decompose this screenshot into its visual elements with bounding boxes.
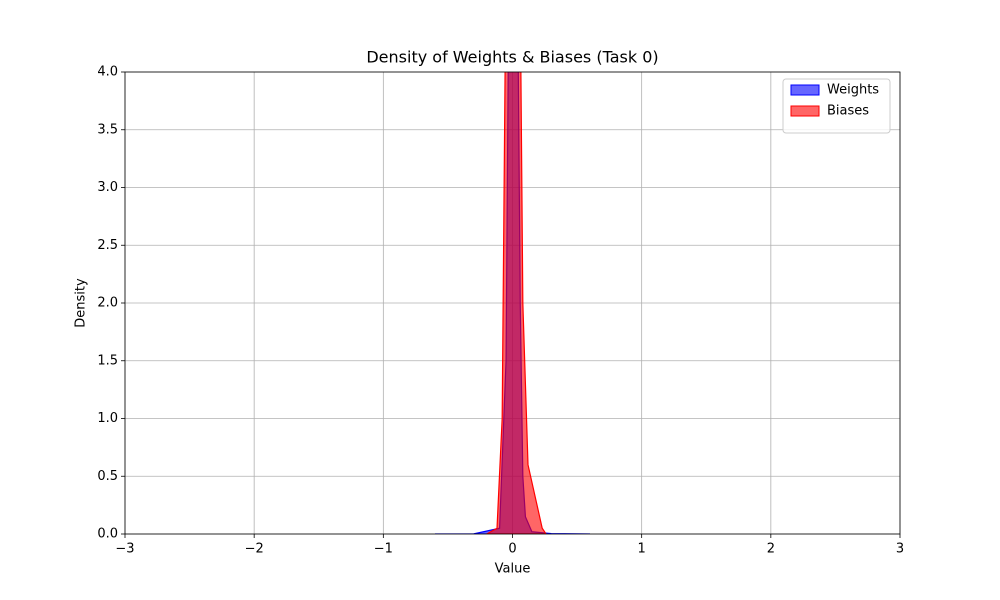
x-tick-label: −2 (245, 542, 264, 557)
y-tick-label: 1.5 (97, 353, 118, 368)
y-tick-label: 2.5 (97, 238, 118, 253)
x-axis-label: Value (495, 562, 531, 577)
y-axis-label: Density (74, 278, 89, 328)
y-tick-label: 4.0 (97, 65, 118, 80)
x-tick-label: −3 (115, 542, 134, 557)
density-area (485, 72, 547, 534)
plot-area (434, 72, 591, 534)
legend-label: Weights (827, 83, 879, 98)
x-tick-label: −1 (374, 542, 393, 557)
y-tick-label: 0.0 (97, 527, 118, 542)
legend-swatch (790, 105, 820, 117)
y-tick-label: 1.0 (97, 411, 118, 426)
x-tick-label: 0 (508, 542, 516, 557)
legend-swatch (790, 84, 820, 96)
y-tick-label: 3.0 (97, 180, 118, 195)
y-tick-label: 3.5 (97, 122, 118, 137)
y-tick-label: 2.0 (97, 296, 118, 311)
y-tick-label: 0.5 (97, 469, 118, 484)
x-tick-label: 2 (767, 542, 775, 557)
x-tick-label: 1 (638, 542, 646, 557)
legend: Weights Biases (782, 78, 891, 134)
legend-label: Biases (827, 104, 869, 119)
chart-title: Density of Weights & Biases (Task 0) (366, 48, 658, 67)
x-tick-label: 3 (896, 542, 904, 557)
